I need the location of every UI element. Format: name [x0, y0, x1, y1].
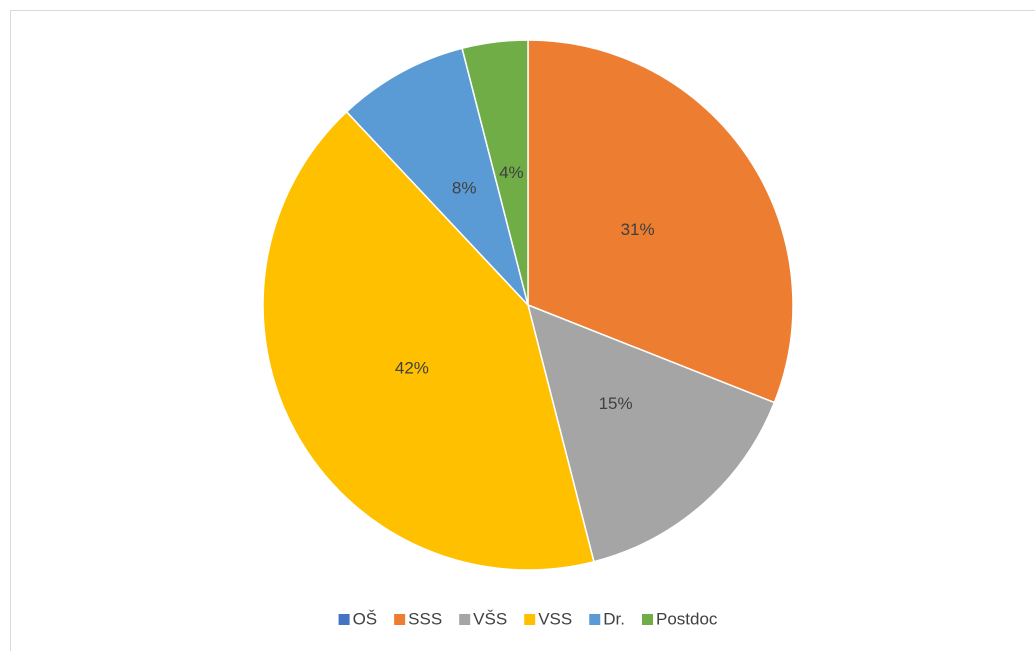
legend-swatch	[524, 614, 536, 625]
data-label: 31%	[621, 220, 655, 239]
pie-slice	[527, 39, 794, 404]
legend-label: SSS	[408, 609, 442, 628]
legend-label: Dr.	[603, 609, 625, 628]
data-label: 4%	[499, 163, 524, 182]
data-label: 8%	[452, 178, 477, 197]
data-label: 15%	[599, 394, 633, 413]
pie-slice	[345, 47, 529, 306]
legend-swatch	[394, 614, 406, 625]
legend-label: OŠ	[353, 609, 378, 628]
legend-swatch	[641, 614, 653, 625]
legend-swatch	[459, 614, 471, 625]
legend-swatch	[589, 614, 601, 625]
pie-slice	[461, 39, 529, 306]
legend-label: VSS	[538, 609, 572, 628]
pie-slice	[526, 303, 776, 563]
legend-label: Postdoc	[656, 609, 718, 628]
legend-swatch	[338, 614, 350, 625]
pie-slice	[262, 110, 595, 571]
legend: OŠ SSS VŠS VSS Dr. Postdoc	[338, 609, 718, 628]
legend-label: VŠS	[473, 609, 507, 628]
data-label: 42%	[395, 358, 429, 377]
